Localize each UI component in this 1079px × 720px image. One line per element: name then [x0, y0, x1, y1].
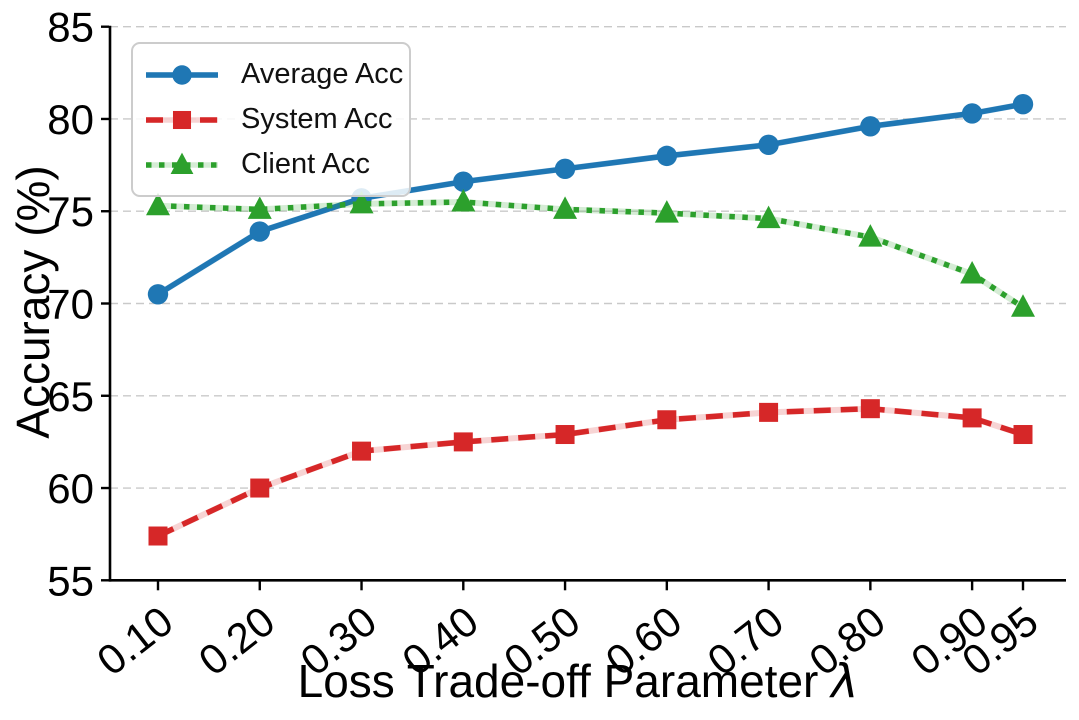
data-point-triangle	[654, 200, 679, 223]
data-point-triangle	[858, 224, 883, 247]
y-tick-label: 80	[47, 96, 94, 143]
legend-label: System Acc	[241, 103, 393, 135]
series-halo-2	[155, 199, 1026, 311]
x-tick-label: 0.20	[190, 597, 283, 684]
x-axis-label: Loss Trade-off Parameter λ	[298, 654, 859, 708]
legend-label: Client Acc	[241, 148, 370, 180]
data-point-triangle	[1011, 294, 1035, 317]
data-point-square	[657, 410, 677, 430]
y-tick-label: 65	[47, 373, 94, 420]
data-point-triangle	[146, 192, 170, 216]
data-point-circle	[453, 171, 474, 192]
y-tick-label: 60	[47, 465, 94, 512]
legend-sample-line-icon	[146, 110, 218, 129]
data-point-circle	[147, 284, 169, 305]
x-axis-label-text: Loss Trade-off Parameter	[297, 655, 819, 707]
legend: Average Acc System Acc Client Acc	[131, 42, 411, 197]
data-point-triangle	[349, 190, 374, 214]
data-point-circle	[758, 134, 779, 156]
y-tick-label: 55	[47, 557, 94, 604]
data-point-square	[962, 408, 982, 428]
data-point-square	[453, 432, 473, 452]
data-point-circle	[554, 158, 576, 179]
y-tick-label: 85	[47, 4, 94, 51]
series-line-0	[156, 101, 1024, 297]
data-point-square	[352, 441, 372, 461]
series-line-2	[157, 199, 1025, 310]
legend-label: Average Acc	[241, 58, 404, 90]
data-point-circle	[961, 103, 983, 124]
x-tick-label: 0.10	[88, 597, 181, 684]
data-point-circle	[860, 116, 881, 137]
data-point-square	[148, 526, 168, 546]
data-point-circle	[172, 64, 192, 85]
legend-item-system-acc: System Acc	[143, 101, 395, 138]
data-point-triangle	[960, 260, 985, 284]
data-point-circle	[1012, 94, 1034, 115]
legend-sample-line-icon	[146, 152, 218, 174]
data-point-square	[555, 425, 575, 445]
data-point-square	[860, 399, 880, 419]
data-point-circle	[249, 221, 270, 242]
y-tick-label: 70	[47, 281, 94, 328]
data-point-circle	[656, 145, 678, 167]
y-axis-label: Accuracy (%)	[7, 165, 59, 439]
data-point-triangle	[553, 196, 578, 219]
data-point-square	[1013, 425, 1033, 445]
data-point-square	[172, 110, 192, 129]
data-point-triangle	[451, 189, 476, 212]
legend-item-client-acc: Client Acc	[143, 146, 395, 183]
data-point-square	[250, 478, 270, 498]
legend-item-average-acc: Average Acc	[143, 56, 403, 93]
data-point-square	[759, 402, 779, 422]
series-line-1	[156, 405, 1024, 539]
series-halo-1	[155, 405, 1026, 539]
y-tick-label: 75	[47, 188, 94, 235]
data-point-triangle	[247, 196, 272, 219]
legend-sample-line-icon	[146, 64, 218, 85]
data-point-triangle	[756, 205, 781, 229]
lambda-symbol: λ	[831, 654, 859, 708]
data-point-triangle	[170, 152, 194, 174]
